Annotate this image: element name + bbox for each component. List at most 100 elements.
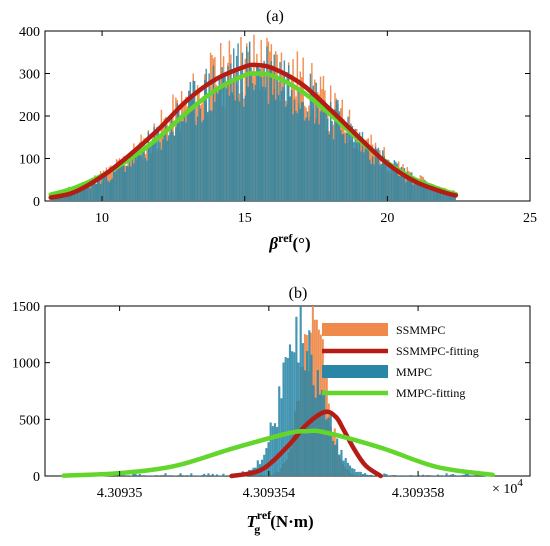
hist-bar-b-mmpc — [222, 473, 225, 476]
hist-bar-b-mmpc — [314, 397, 317, 476]
hist-bar-a-mmpc — [75, 186, 77, 201]
x-tick-label-b: 4.309358 — [392, 486, 445, 501]
hist-bar-a-mmpc — [195, 125, 197, 201]
hist-bar-b-mmpc — [286, 357, 289, 476]
hist-bar-a-mmpc — [435, 187, 438, 201]
hist-bar-a-mmpc — [354, 128, 356, 201]
hist-bar-b-mmpc — [132, 473, 135, 476]
hist-bar-a-mmpc — [311, 93, 313, 201]
hist-bar-b-mmpc — [456, 475, 459, 476]
hist-bar-a-mmpc — [393, 160, 396, 201]
x-axis-label-a: βref(°) — [268, 231, 310, 253]
hist-bar-a-mmpc — [198, 100, 200, 201]
hist-bar-a-mmpc — [432, 189, 435, 201]
hist-bar-b-mmpc — [164, 473, 167, 476]
hist-bar-a-mmpc — [86, 182, 89, 201]
hist-bar-a-mmpc — [321, 105, 323, 201]
y-tick-label-a: 400 — [19, 25, 40, 40]
hist-bar-a-mmpc — [204, 79, 206, 201]
hist-bar-b-mmpc — [273, 423, 277, 476]
hist-bar-a-mmpc — [400, 166, 403, 201]
hist-bar-a-mmpc — [269, 65, 271, 201]
hist-bar-b-mmpc — [400, 475, 403, 476]
hist-bar-a-mmpc — [85, 186, 87, 201]
legend-label-ssmmpc-fitting: SSMMPC-fitting — [396, 344, 479, 358]
x-tick-label-a: 20 — [380, 211, 394, 226]
hist-bar-a-mmpc — [140, 155, 142, 201]
hist-bar-a-mmpc — [355, 142, 358, 201]
hist-bar-a-mmpc — [153, 126, 155, 201]
hist-bar-b-mmpc — [267, 442, 270, 476]
hist-bar-b-mmpc — [329, 411, 332, 476]
hist-bar-a-mmpc — [386, 159, 388, 201]
hist-bar-a-mmpc — [431, 185, 433, 201]
hist-bar-b-mmpc — [340, 449, 343, 476]
hist-bar-b-mmpc — [366, 474, 369, 476]
hist-bar-b-mmpc — [276, 426, 279, 476]
hist-bar-a-mmpc — [328, 134, 330, 201]
hist-bar-a-mmpc — [403, 168, 406, 201]
hist-bar-a-mmpc — [193, 80, 196, 201]
hist-bar-a-mmpc — [133, 163, 135, 201]
hist-bar-b-mmpc — [333, 444, 337, 476]
hist-bar-a-mmpc — [83, 187, 86, 201]
hist-bar-a-mmpc — [235, 55, 238, 201]
hist-bar-a-mmpc — [360, 151, 362, 201]
hist-bar-a-mmpc — [286, 72, 288, 201]
hist-bar-a-mmpc — [159, 142, 161, 201]
hist-bar-b-mmpc — [336, 438, 339, 476]
hist-bar-a-mmpc — [118, 167, 121, 201]
x-axis-sup-a: ref — [278, 231, 293, 245]
hist-bar-a-mmpc — [185, 122, 187, 201]
hist-bar-b-mmpc — [445, 473, 448, 476]
fit-line-b-ssmmpc-fitting — [229, 409, 384, 479]
hist-bar-b-mmpc — [361, 473, 364, 476]
hist-bar-a-mmpc — [301, 102, 303, 201]
hist-bar-a-mmpc — [127, 166, 129, 201]
hist-bar-a-mmpc — [218, 77, 220, 201]
hist-bar-a-mmpc — [147, 131, 150, 201]
hist-bar-b-mmpc — [166, 475, 169, 476]
hist-bar-a-mmpc — [309, 73, 312, 201]
hist-bar-b-mmpc — [325, 419, 328, 476]
hist-bar-a-mmpc — [224, 76, 226, 201]
hist-bar-b-mmpc — [301, 343, 304, 476]
hist-bar-a-mmpc — [234, 100, 236, 201]
hist-bar-a-mmpc — [136, 149, 138, 201]
hist-bar-a-mmpc — [160, 149, 163, 201]
hist-bar-b-mmpc — [278, 386, 281, 476]
hist-bar-a-mmpc — [231, 92, 234, 201]
hist-bar-a-mmpc — [382, 150, 384, 201]
hist-bar-a-mmpc — [409, 174, 411, 201]
hist-bar-a-mmpc — [396, 163, 398, 201]
hist-bar-a-mmpc — [347, 116, 349, 201]
hist-bar-b-mmpc — [368, 475, 371, 476]
hist-bar-a-mmpc — [208, 73, 210, 201]
y-tick-label-a: 200 — [19, 110, 40, 125]
hist-bar-a-mmpc — [299, 108, 302, 201]
hist-bar-a-mmpc — [134, 155, 137, 201]
hist-bar-b-mmpc — [338, 454, 341, 476]
hist-bar-a-mmpc — [261, 86, 264, 201]
hist-bar-b-mmpc — [398, 475, 401, 476]
hist-bar-b-mmpc — [310, 354, 313, 476]
hist-bar-b-mmpc — [190, 473, 193, 476]
hist-bar-a-mmpc — [130, 166, 132, 201]
hist-bar-a-mmpc — [107, 180, 109, 201]
hist-bar-b-mmpc — [466, 473, 470, 476]
x-multiplier-exp: 4 — [517, 477, 523, 489]
hist-bar-a-mmpc — [377, 147, 380, 201]
hist-bar-a-mmpc — [141, 147, 144, 201]
hist-bar-a-mmpc — [92, 179, 95, 201]
hist-bar-b-mmpc — [355, 471, 358, 476]
hist-bar-a-mmpc — [178, 108, 180, 201]
hist-bar-a-mmpc — [389, 165, 391, 201]
hist-bar-a-mmpc — [254, 84, 257, 201]
x-axis-sub-b: g — [254, 522, 260, 536]
chart-panel-a: (a) 0 100 200 300 400 10 15 20 25 βref(°) — [19, 8, 537, 253]
legend-b: SSMMPC SSMMPC-fitting MMPC MMPC-fitting — [322, 323, 479, 400]
hist-bar-a-mmpc — [125, 165, 128, 201]
hist-bar-b-mmpc — [179, 473, 182, 476]
hist-bar-a-mmpc — [191, 99, 193, 201]
